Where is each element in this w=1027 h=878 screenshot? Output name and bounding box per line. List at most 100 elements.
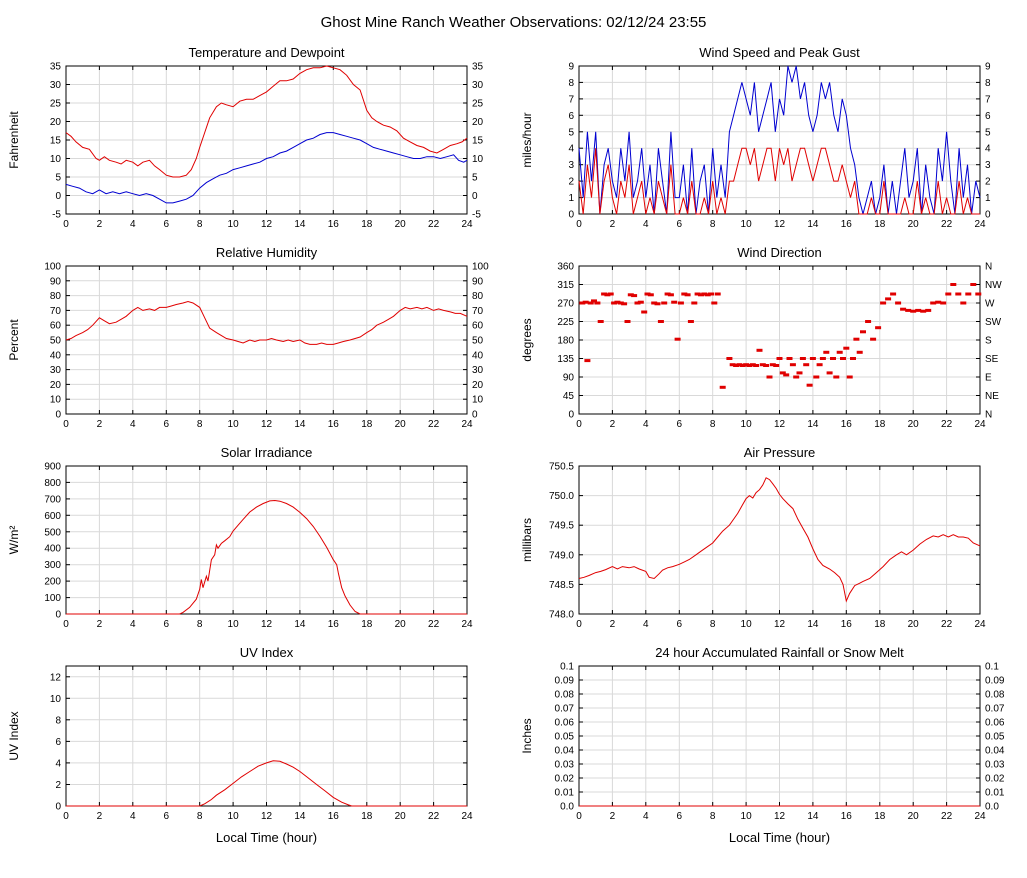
- svg-text:0: 0: [63, 619, 69, 630]
- weather-dashboard: Ghost Mine Ranch Weather Observations: 0…: [0, 14, 1027, 853]
- svg-text:0: 0: [55, 410, 61, 421]
- svg-text:Wind Direction: Wind Direction: [737, 245, 822, 260]
- svg-text:6: 6: [164, 219, 170, 230]
- svg-text:8: 8: [710, 219, 716, 230]
- svg-text:UV Index: UV Index: [240, 645, 294, 660]
- svg-text:20: 20: [908, 419, 920, 430]
- svg-text:25: 25: [50, 99, 62, 110]
- svg-text:24: 24: [974, 219, 986, 230]
- svg-text:Local Time (hour): Local Time (hour): [729, 830, 830, 845]
- svg-text:30: 30: [472, 80, 484, 91]
- svg-text:0.0: 0.0: [560, 802, 574, 813]
- svg-text:UV Index: UV Index: [7, 711, 21, 760]
- svg-text:6: 6: [677, 619, 683, 630]
- svg-text:18: 18: [874, 419, 886, 430]
- svg-text:12: 12: [261, 619, 273, 630]
- svg-text:15: 15: [50, 136, 62, 147]
- svg-text:12: 12: [261, 419, 273, 430]
- svg-text:3: 3: [568, 160, 574, 171]
- svg-text:4: 4: [130, 419, 136, 430]
- svg-text:4: 4: [643, 619, 649, 630]
- svg-text:0: 0: [576, 811, 582, 822]
- svg-text:100: 100: [472, 262, 489, 273]
- svg-text:2: 2: [610, 419, 616, 430]
- svg-text:0.0: 0.0: [985, 802, 999, 813]
- svg-text:22: 22: [941, 419, 953, 430]
- svg-text:1: 1: [568, 193, 574, 204]
- svg-text:10: 10: [741, 811, 753, 822]
- svg-text:SE: SE: [985, 354, 999, 365]
- svg-text:600: 600: [44, 511, 61, 522]
- svg-text:6: 6: [677, 419, 683, 430]
- svg-text:748.5: 748.5: [549, 580, 574, 591]
- svg-text:135: 135: [557, 354, 574, 365]
- svg-text:20: 20: [395, 219, 407, 230]
- svg-text:12: 12: [261, 811, 273, 822]
- svg-text:40: 40: [472, 350, 484, 361]
- svg-text:14: 14: [294, 811, 306, 822]
- svg-text:W/m²: W/m²: [7, 526, 21, 555]
- svg-text:22: 22: [941, 219, 953, 230]
- charts-grid: 0 2 4 6 8 10 12 14 16 18 20 22 24 -5 -5 0 0 5 5 10 10 15 15 20 2…: [0, 39, 1027, 853]
- svg-text:10: 10: [228, 811, 240, 822]
- svg-text:18: 18: [361, 811, 373, 822]
- svg-text:8: 8: [197, 619, 203, 630]
- svg-text:400: 400: [44, 544, 61, 555]
- svg-text:S: S: [985, 336, 992, 347]
- svg-text:30: 30: [50, 80, 62, 91]
- svg-text:E: E: [985, 373, 992, 384]
- svg-text:0.06: 0.06: [985, 718, 1005, 729]
- svg-text:50: 50: [472, 336, 484, 347]
- svg-text:18: 18: [874, 619, 886, 630]
- svg-text:10: 10: [50, 694, 62, 705]
- svg-text:750.5: 750.5: [549, 462, 574, 473]
- svg-text:10: 10: [472, 154, 484, 165]
- svg-text:22: 22: [428, 219, 440, 230]
- svg-text:4: 4: [643, 811, 649, 822]
- svg-text:Solar Irradiance: Solar Irradiance: [221, 445, 313, 460]
- svg-text:2: 2: [610, 619, 616, 630]
- svg-text:60: 60: [472, 321, 484, 332]
- svg-text:750.0: 750.0: [549, 491, 574, 502]
- svg-text:4: 4: [130, 811, 136, 822]
- svg-text:80: 80: [472, 291, 484, 302]
- svg-text:70: 70: [472, 306, 484, 317]
- svg-text:0: 0: [472, 410, 478, 421]
- svg-text:18: 18: [874, 811, 886, 822]
- svg-text:14: 14: [294, 419, 306, 430]
- svg-text:16: 16: [328, 811, 340, 822]
- svg-text:Temperature and Dewpoint: Temperature and Dewpoint: [188, 45, 344, 60]
- svg-text:2: 2: [97, 619, 103, 630]
- svg-text:45: 45: [563, 391, 575, 402]
- svg-text:millibars: millibars: [520, 518, 534, 562]
- svg-text:18: 18: [874, 219, 886, 230]
- svg-text:0: 0: [985, 210, 991, 221]
- svg-text:70: 70: [50, 306, 62, 317]
- svg-text:10: 10: [50, 154, 62, 165]
- svg-text:0.09: 0.09: [555, 676, 575, 687]
- svg-text:60: 60: [50, 321, 62, 332]
- svg-text:SW: SW: [985, 317, 1002, 328]
- svg-text:9: 9: [985, 62, 991, 73]
- svg-text:10: 10: [228, 619, 240, 630]
- svg-text:20: 20: [908, 811, 920, 822]
- chart-rainfall-snowmelt: 0 2 4 6 8 10 12 14 16 18 20 22 24 0.0 0.0 0.01 0.01 0.02 0…: [517, 640, 1022, 852]
- svg-text:16: 16: [841, 619, 853, 630]
- svg-text:8: 8: [985, 78, 991, 89]
- svg-text:10: 10: [741, 619, 753, 630]
- svg-text:10: 10: [741, 419, 753, 430]
- svg-text:8: 8: [197, 219, 203, 230]
- svg-text:4: 4: [568, 144, 574, 155]
- svg-text:90: 90: [50, 276, 62, 287]
- svg-text:35: 35: [472, 62, 484, 73]
- page-title: Ghost Mine Ranch Weather Observations: 0…: [320, 14, 707, 31]
- svg-text:14: 14: [294, 219, 306, 230]
- svg-text:6: 6: [55, 737, 61, 748]
- svg-text:16: 16: [328, 219, 340, 230]
- svg-text:-5: -5: [472, 210, 481, 221]
- svg-text:3: 3: [985, 160, 991, 171]
- svg-text:24 hour Accumulated Rainfall o: 24 hour Accumulated Rainfall or Snow Mel…: [655, 645, 904, 660]
- svg-text:NW: NW: [985, 280, 1002, 291]
- svg-text:24: 24: [974, 419, 986, 430]
- svg-text:15: 15: [472, 136, 484, 147]
